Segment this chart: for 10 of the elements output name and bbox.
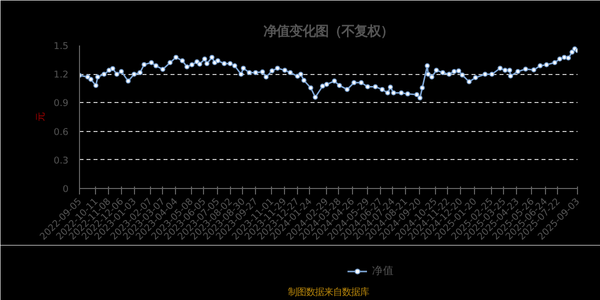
legend-label: 净值 [372, 264, 394, 278]
y-tick-label: 0.6 [54, 126, 69, 138]
y-tick-label: 0.9 [54, 98, 69, 110]
y-tick-label: 1.2 [54, 70, 69, 81]
chart-title: 净值变化图（不复权） [264, 24, 394, 40]
y-axis-title: 元 [36, 112, 47, 122]
text: 制图数据来自数据库 [288, 287, 369, 298]
y-tick-label: 0.3 [54, 155, 69, 166]
y-tick-label: 0 [62, 184, 69, 195]
y-tick-label: 1.5 [54, 41, 69, 52]
